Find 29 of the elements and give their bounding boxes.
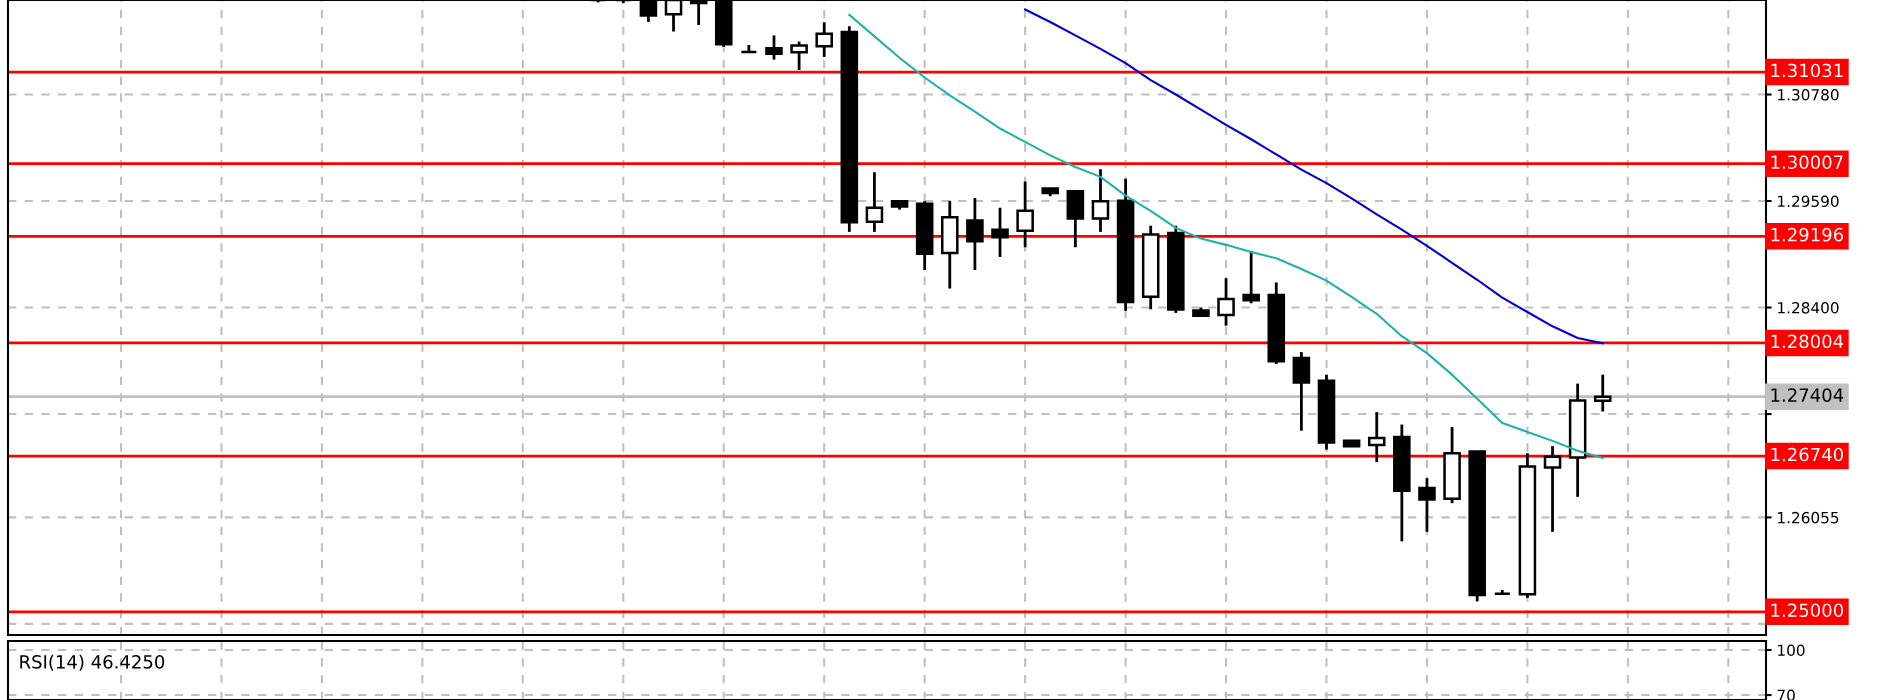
y-tick-label: 1.29590 — [1778, 195, 1839, 208]
candlestick — [790, 40, 808, 72]
candlestick — [1217, 276, 1235, 328]
candlestick — [1016, 180, 1034, 249]
candlestick — [1418, 476, 1436, 534]
candlestick — [1091, 167, 1110, 234]
ref-line-label: 1.26740 — [1771, 447, 1843, 462]
ref-line-label: 1.28004 — [1771, 334, 1844, 349]
ref-line-label: 1.31031 — [1771, 63, 1843, 78]
candlestick — [865, 170, 884, 234]
candlestick — [1543, 444, 1562, 534]
y-tick-label: 100 — [1778, 644, 1805, 657]
candlestick — [1593, 373, 1612, 413]
candlestick — [1242, 250, 1260, 305]
ref-line-label: 1.25000 — [1771, 603, 1843, 618]
line-series — [1024, 8, 1604, 345]
y-tick-label: 1.30780 — [1778, 88, 1839, 101]
line-series — [848, 13, 1604, 459]
text: RSI(14) 46.4250 — [20, 654, 165, 671]
y-tick-label: 1.28400 — [1778, 301, 1839, 314]
candlestick — [991, 206, 1009, 259]
candlestick — [765, 34, 783, 61]
candlestick — [966, 196, 984, 272]
ref-line-label: 1.29196 — [1771, 227, 1844, 242]
candlestick — [1367, 410, 1386, 464]
y-tick-label: 1.26055 — [1778, 511, 1839, 524]
ref-line-label: 1.27404 — [1771, 388, 1844, 402]
ref-line-label: 1.30007 — [1771, 155, 1843, 169]
candlestick — [815, 20, 833, 59]
